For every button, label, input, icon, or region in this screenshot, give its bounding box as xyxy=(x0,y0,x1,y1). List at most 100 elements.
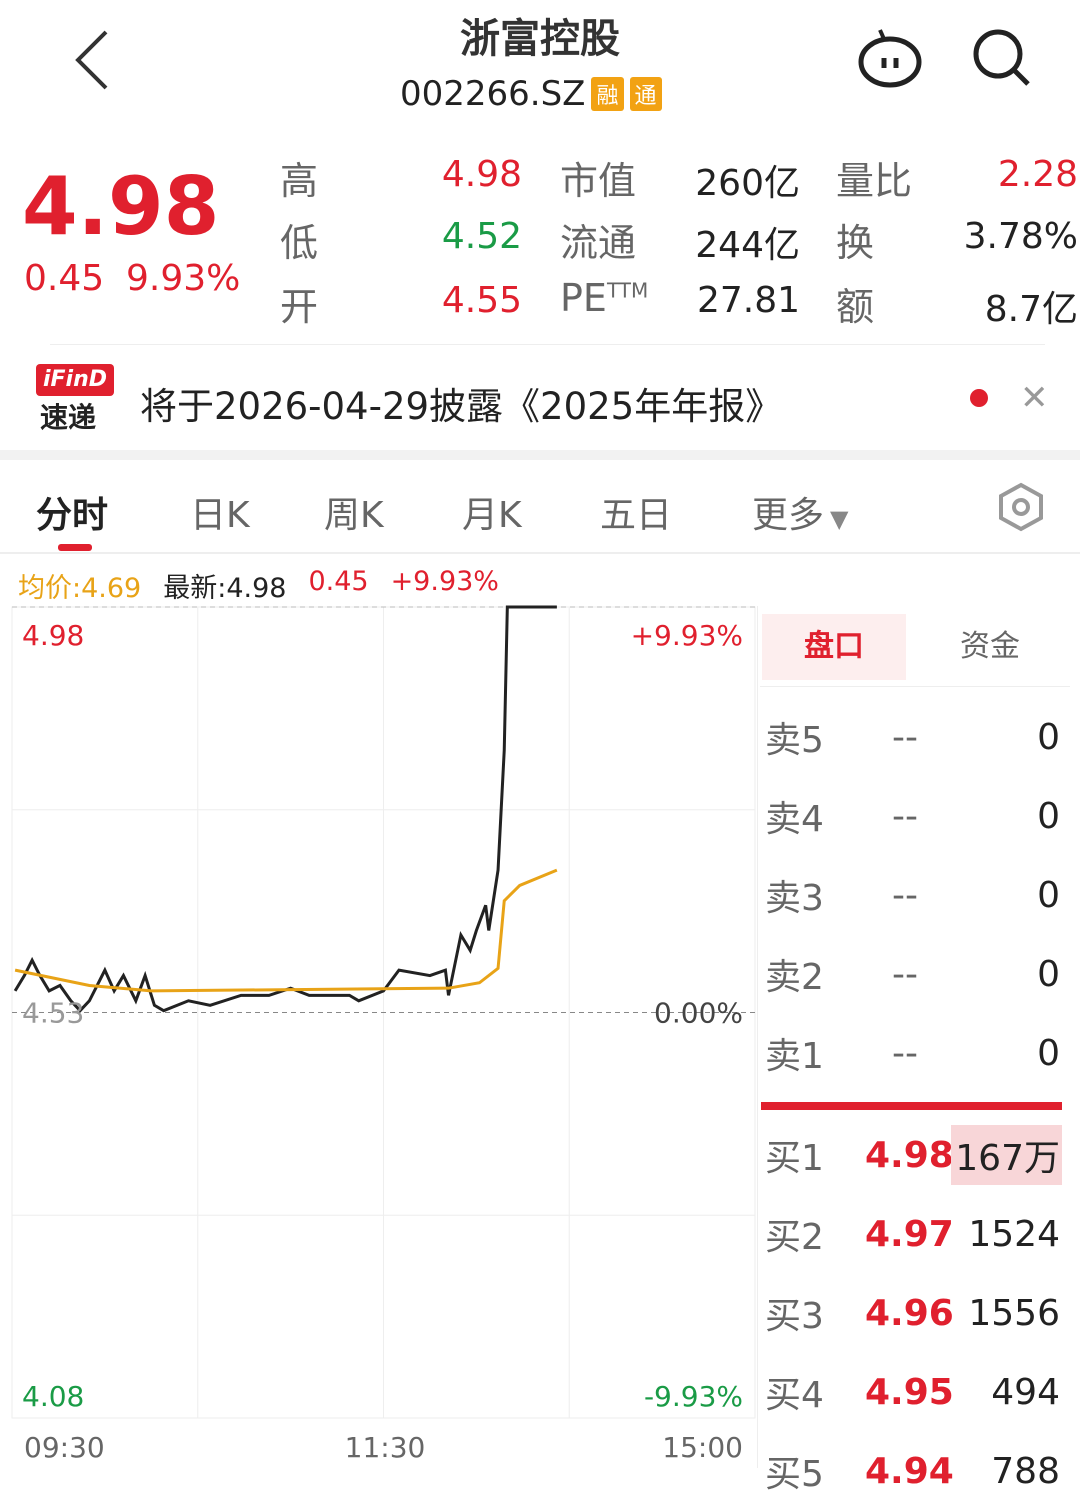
stat-value: 244亿 xyxy=(695,225,800,266)
tab-funds[interactable]: 资金 xyxy=(960,629,1020,664)
price-change: 0.45 xyxy=(24,258,105,299)
robot-assistant-icon xyxy=(858,29,922,88)
tab-label: 月K xyxy=(462,495,522,536)
level-price: -- xyxy=(892,953,918,995)
back-chevron-icon xyxy=(75,30,108,90)
level-volume: 0 xyxy=(1037,716,1060,758)
tab-label: 更多 xyxy=(752,495,825,536)
search-button[interactable] xyxy=(972,28,1032,92)
intraday-chart[interactable]: 4.98 4.53 4.08 +9.93% 0.00% -9.93% 09:30 11:30 1… xyxy=(0,595,760,1468)
stat-value: 4.52 xyxy=(441,216,522,257)
dropdown-caret-icon: ▼ xyxy=(830,505,849,533)
level-label: 买3 xyxy=(765,1296,824,1337)
tab-0[interactable]: 分时 xyxy=(36,486,108,538)
stat-label-text: 流通 xyxy=(560,221,637,265)
ifind-logo-subtitle: 速递 xyxy=(40,401,97,434)
y-left-tick: 4.53 xyxy=(22,997,84,1030)
level-price: -- xyxy=(892,795,918,837)
stat-label-text: 额 xyxy=(836,285,875,329)
level-price: 4.95 xyxy=(865,1371,954,1413)
tab-5[interactable]: 更多 ▼ xyxy=(752,486,848,538)
x-tick: 11:30 xyxy=(345,1431,426,1464)
divider xyxy=(760,686,1070,687)
stat-label-text: 高 xyxy=(280,159,319,203)
chart-info-bar: 均价:4.69 最新:4.98 0.45 +9.93% xyxy=(18,566,499,605)
close-icon: ✕ xyxy=(1020,378,1049,418)
level-volume: 1556 xyxy=(968,1292,1060,1334)
latest-pct: +9.93% xyxy=(390,566,499,597)
stat-label: 量比 xyxy=(836,150,912,205)
stock-code: 002266.SZ xyxy=(400,74,586,114)
price-change-pct: 9.93% xyxy=(126,258,241,299)
tab-2[interactable]: 周K xyxy=(324,486,384,538)
stat-value: 4.98 xyxy=(441,154,522,195)
tab-label: 日K xyxy=(190,495,250,536)
stat-label: 流通 xyxy=(560,212,636,267)
latest-change: 0.45 xyxy=(308,566,369,597)
bid-row: 买1 4.98 167万 xyxy=(765,1125,1062,1185)
close-banner-button[interactable]: ✕ xyxy=(1020,378,1049,418)
stat-label: 开 xyxy=(280,276,318,331)
level-volume: 788 xyxy=(991,1450,1060,1492)
stat-label-text: 换 xyxy=(836,221,875,265)
stat-label: 市值 xyxy=(560,150,636,205)
stat-label: 低 xyxy=(280,212,318,267)
bid-row: 买2 4.97 1524 xyxy=(765,1204,1062,1264)
stat-label-text: 开 xyxy=(280,285,319,329)
ifind-logo: iFinD xyxy=(36,364,114,396)
level-price: -- xyxy=(892,716,918,758)
divider xyxy=(50,344,1045,345)
stat-label: 额 xyxy=(836,276,874,331)
y-right-tick: -9.93% xyxy=(644,1380,743,1413)
search-icon xyxy=(973,29,1030,86)
tab-1[interactable]: 日K xyxy=(190,486,250,538)
level-label: 买1 xyxy=(765,1138,824,1179)
level-volume: 0 xyxy=(1037,795,1060,837)
chart-settings-button[interactable] xyxy=(996,482,1046,536)
level-price: 4.98 xyxy=(865,1134,954,1176)
bid-row: 买5 4.94 788 xyxy=(765,1441,1062,1501)
stat-label: PETTM xyxy=(560,276,648,320)
ask-row: 卖2 -- 0 xyxy=(765,944,1062,1004)
announcement-text[interactable]: 将于2026-04-29披露《2025年年报》 xyxy=(140,385,783,428)
stat-value: 260亿 xyxy=(695,163,800,204)
stock-code-row: 002266.SZ 融 通 xyxy=(400,74,662,114)
y-left-tick: 4.08 xyxy=(22,1380,84,1413)
stat-value: 27.81 xyxy=(696,280,800,321)
tab-4[interactable]: 五日 xyxy=(600,486,672,538)
active-tab-indicator xyxy=(58,544,92,551)
assistant-button[interactable] xyxy=(856,28,924,92)
level-price: 4.96 xyxy=(865,1292,954,1334)
bid-ask-divider xyxy=(761,1102,1062,1110)
stat-value: 3.78% xyxy=(963,216,1078,257)
level-label: 买4 xyxy=(765,1375,824,1416)
section-divider xyxy=(0,450,1080,460)
tab-orderbook[interactable]: 盘口 xyxy=(762,614,906,680)
level-price: 4.97 xyxy=(865,1213,954,1255)
divider xyxy=(0,552,1080,554)
level-label: 卖4 xyxy=(765,799,824,840)
stat-label: 高 xyxy=(280,150,318,205)
stat-label-sup: TTM xyxy=(606,278,649,303)
level-volume: 0 xyxy=(1037,1032,1060,1074)
level-label: 买5 xyxy=(765,1454,824,1495)
tab-3[interactable]: 月K xyxy=(462,486,522,538)
tab-label: 周K xyxy=(324,495,384,536)
x-tick: 15:00 xyxy=(662,1431,743,1464)
bid-row: 买4 4.95 494 xyxy=(765,1362,1062,1422)
x-tick: 09:30 xyxy=(24,1431,105,1464)
stat-value: 8.7亿 xyxy=(984,289,1078,330)
avg-price: 均价:4.69 xyxy=(18,573,142,604)
stat-label-text: 量比 xyxy=(836,159,913,203)
stat-label-text: PE xyxy=(560,276,607,320)
level-label: 卖2 xyxy=(765,957,824,998)
ask-row: 卖3 -- 0 xyxy=(765,865,1062,925)
price-line xyxy=(13,605,557,1013)
bid-row: 买3 4.96 1556 xyxy=(765,1283,1062,1343)
level-label: 卖5 xyxy=(765,720,824,761)
stat-value: 2.28 xyxy=(997,154,1078,195)
latest-price: 最新:4.98 xyxy=(163,573,287,604)
back-button[interactable] xyxy=(70,28,114,96)
ask-row: 卖4 -- 0 xyxy=(765,786,1062,846)
connect-tag: 通 xyxy=(629,77,662,111)
